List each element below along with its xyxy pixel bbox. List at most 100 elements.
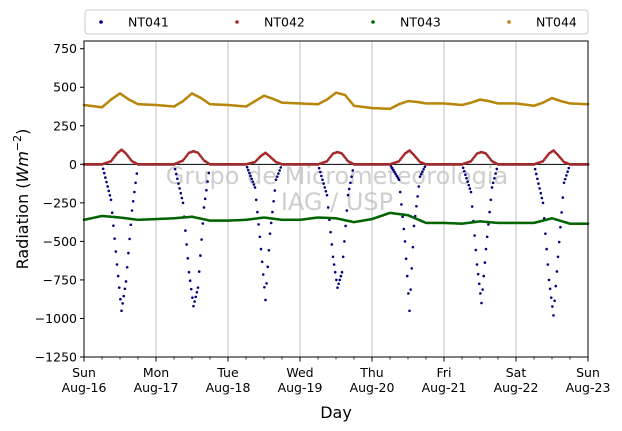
data-point bbox=[485, 235, 489, 239]
data-point bbox=[180, 196, 184, 200]
x-tick-label: Aug-23 bbox=[566, 380, 611, 395]
y-tick-label: −1000 bbox=[35, 311, 77, 326]
x-tick-day: Fri bbox=[437, 365, 452, 380]
data-point bbox=[131, 200, 135, 203]
data-point bbox=[256, 210, 259, 214]
data-point bbox=[324, 189, 328, 193]
data-point bbox=[254, 198, 258, 202]
data-point bbox=[322, 182, 325, 185]
data-point bbox=[474, 248, 478, 252]
data-point bbox=[330, 243, 334, 246]
data-point bbox=[134, 181, 137, 185]
data-point bbox=[567, 166, 571, 170]
data-point bbox=[482, 274, 486, 278]
data-point bbox=[555, 270, 559, 273]
data-point bbox=[121, 302, 124, 305]
legend-frame bbox=[84, 9, 589, 35]
data-point bbox=[278, 169, 281, 172]
data-point bbox=[108, 194, 112, 197]
data-point bbox=[120, 309, 123, 313]
data-point bbox=[178, 187, 181, 190]
x-tick-day: Mon bbox=[143, 365, 169, 380]
data-point bbox=[562, 181, 566, 185]
data-point bbox=[260, 260, 264, 264]
data-point bbox=[548, 287, 552, 291]
data-point bbox=[185, 243, 188, 246]
data-point bbox=[259, 247, 263, 251]
data-point bbox=[106, 185, 109, 188]
data-point bbox=[127, 251, 130, 255]
data-point bbox=[257, 223, 260, 226]
data-point bbox=[467, 183, 471, 187]
data-point bbox=[248, 171, 251, 175]
y-tick-label: −500 bbox=[43, 234, 77, 249]
data-point bbox=[329, 230, 332, 234]
legend: NT041 NT042 NT043 NT044 bbox=[84, 9, 589, 35]
data-point bbox=[128, 237, 131, 241]
data-point bbox=[258, 235, 262, 239]
data-point bbox=[195, 290, 199, 294]
data-point bbox=[122, 294, 126, 298]
data-point bbox=[269, 221, 273, 225]
data-point bbox=[552, 314, 555, 317]
data-point bbox=[544, 232, 547, 235]
data-point bbox=[402, 227, 406, 231]
data-point bbox=[177, 182, 180, 185]
data-point bbox=[130, 209, 134, 212]
data-point bbox=[481, 288, 484, 291]
data-point bbox=[125, 265, 129, 269]
data-point bbox=[325, 193, 329, 197]
data-point bbox=[109, 198, 113, 202]
data-point bbox=[536, 177, 539, 181]
data-point bbox=[339, 274, 343, 278]
data-point bbox=[249, 174, 252, 178]
data-point bbox=[261, 273, 265, 276]
data-point bbox=[408, 309, 411, 313]
data-point bbox=[565, 174, 568, 177]
data-point bbox=[253, 186, 257, 189]
data-point bbox=[113, 237, 116, 240]
data-point bbox=[337, 282, 340, 286]
data-point bbox=[473, 234, 476, 237]
data-point bbox=[345, 209, 349, 212]
data-point bbox=[479, 292, 482, 295]
data-point bbox=[179, 191, 183, 195]
data-point bbox=[489, 198, 493, 202]
legend-label-nt043: NT043 bbox=[400, 15, 441, 30]
data-point bbox=[117, 286, 121, 289]
x-tick-day: Sun bbox=[576, 365, 600, 380]
data-point bbox=[264, 298, 267, 302]
series-layer bbox=[82, 91, 590, 317]
data-point bbox=[274, 178, 278, 182]
data-point bbox=[110, 211, 114, 215]
data-point bbox=[187, 270, 191, 274]
data-point bbox=[279, 166, 283, 169]
series-nt042 bbox=[82, 148, 590, 166]
y-tick-label: 250 bbox=[53, 118, 77, 133]
data-point bbox=[539, 191, 543, 195]
data-point bbox=[401, 215, 404, 219]
data-point bbox=[483, 261, 487, 264]
data-point bbox=[490, 186, 494, 189]
data-point bbox=[396, 176, 400, 180]
data-point bbox=[423, 165, 427, 169]
data-point bbox=[398, 190, 402, 194]
data-point bbox=[133, 190, 136, 194]
data-point bbox=[409, 288, 412, 291]
data-point bbox=[468, 187, 472, 190]
data-point bbox=[560, 211, 563, 214]
data-point bbox=[407, 292, 410, 295]
data-point bbox=[466, 180, 469, 183]
data-point bbox=[476, 272, 480, 276]
data-point bbox=[173, 167, 177, 171]
y-axis-title-exponent: −2 bbox=[11, 135, 24, 151]
legend-marker-nt042 bbox=[235, 20, 239, 24]
data-point bbox=[475, 263, 479, 266]
data-point bbox=[487, 223, 490, 226]
plot-area: Grupo de Micrometeorologia IAG / USP bbox=[82, 40, 590, 358]
data-point bbox=[263, 285, 266, 289]
data-point bbox=[545, 247, 548, 251]
data-point bbox=[419, 172, 423, 176]
data-point bbox=[534, 172, 538, 176]
y-tick-label: −250 bbox=[43, 195, 77, 210]
